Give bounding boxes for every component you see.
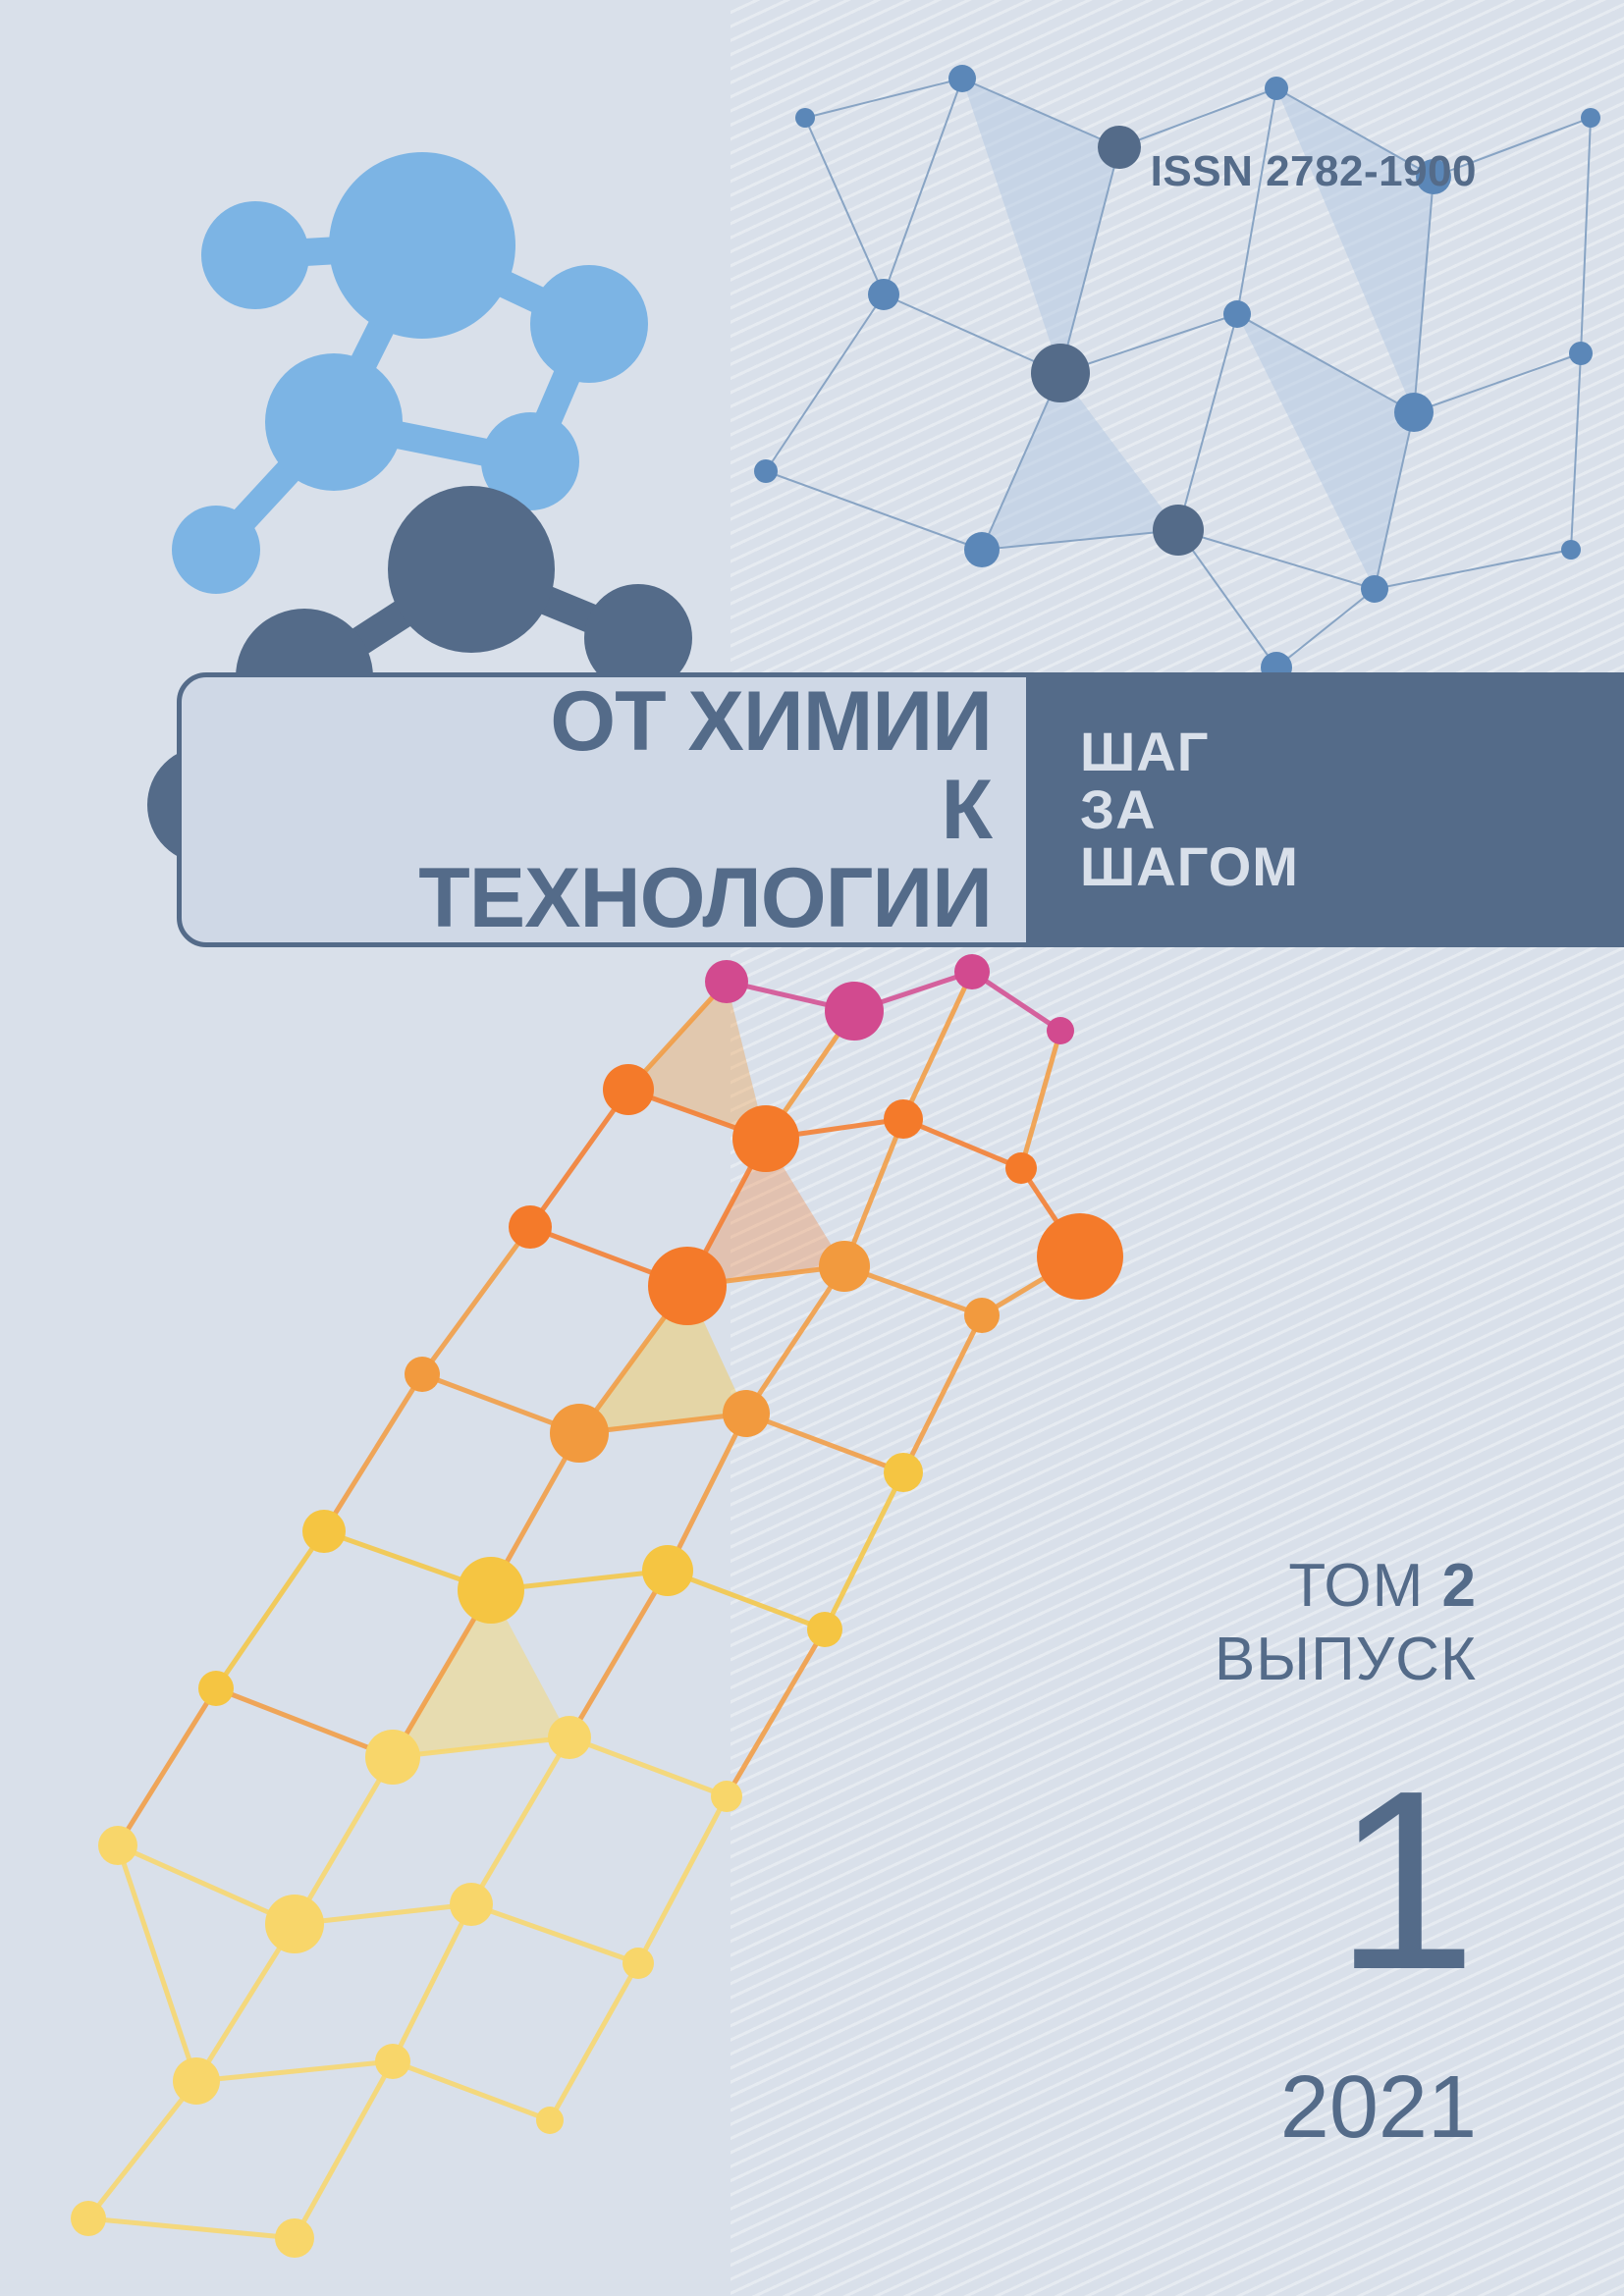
diagonal-stripes-bg	[731, 0, 1624, 2296]
tom-label: ТОМ	[1288, 1552, 1424, 1620]
title-sub-box: ШАГ ЗА ШАГОМ	[1031, 672, 1624, 947]
issue-block: ТОМ 2 ВЫПУСК 1 2021	[1215, 1551, 1477, 2159]
tom-number: 2	[1442, 1552, 1477, 1620]
tom-line: ТОМ 2	[1215, 1551, 1477, 1621]
issue-number: 1	[1215, 1753, 1477, 2008]
title-line2: К ТЕХНОЛОГИИ	[358, 766, 992, 943]
subtitle-w2: ЗА	[1080, 781, 1624, 839]
title-main-box: ОТ ХИМИИ К ТЕХНОЛОГИИ	[177, 672, 1031, 947]
title-band: ОТ ХИМИИ К ТЕХНОЛОГИИ ШАГ ЗА ШАГОМ	[177, 672, 1624, 947]
title-line1: ОТ ХИМИИ	[358, 677, 992, 766]
issue-year: 2021	[1215, 2057, 1477, 2159]
vypusk-label: ВЫПУСК	[1215, 1625, 1477, 1694]
subtitle-w1: ШАГ	[1080, 723, 1624, 781]
subtitle-w3: ШАГОМ	[1080, 838, 1624, 896]
issn-label: ISSN 2782-1900	[1151, 147, 1477, 196]
